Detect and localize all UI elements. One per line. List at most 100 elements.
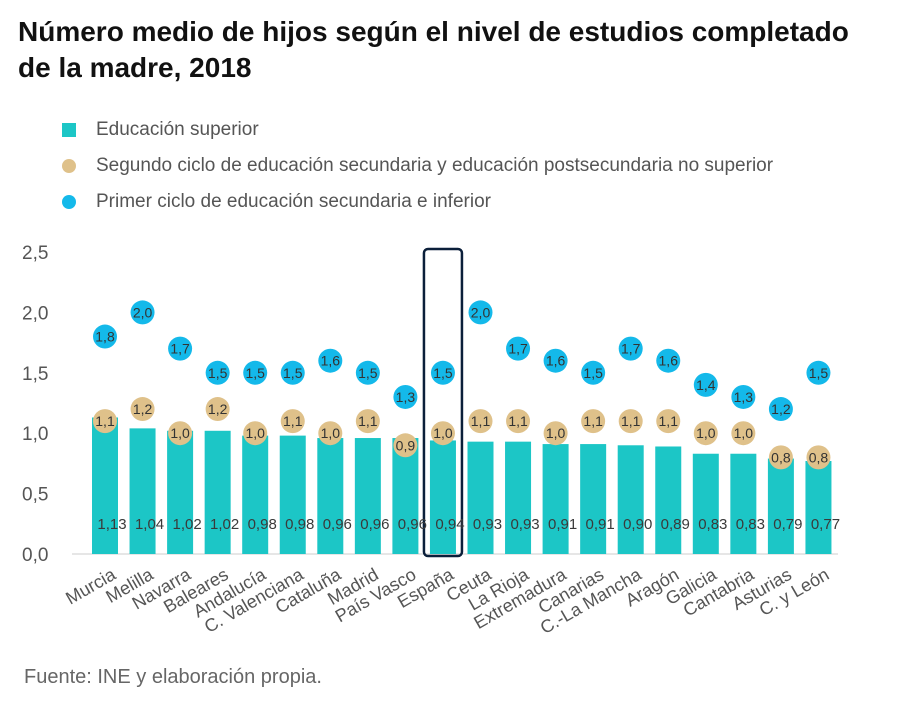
y-tick-label: 2,0 (22, 303, 48, 324)
point-label-secundaria: 0,9 (396, 437, 416, 453)
point-label-primer: 1,5 (358, 365, 378, 381)
bar-value-label: 0,90 (623, 516, 652, 533)
point-label-primer: 1,2 (771, 401, 791, 417)
point-secundaria (618, 409, 643, 434)
y-tick-label: 1,0 (22, 424, 48, 445)
point-primer (280, 360, 305, 385)
point-primer (93, 324, 117, 349)
point-label-primer: 1,5 (809, 365, 829, 381)
point-secundaria (581, 409, 606, 434)
legend-label-superior: Educación superior (96, 119, 259, 140)
y-tick-label: 2,5 (22, 243, 48, 264)
bar (467, 441, 494, 554)
highlight-box (422, 247, 464, 558)
point-label-primer: 1,3 (396, 389, 416, 405)
legend: Educación superior Segundo ciclo de educ… (62, 112, 773, 220)
point-label-secundaria: 1,0 (433, 425, 453, 441)
bar-value-label: 1,02 (210, 516, 239, 533)
point-label-primer: 1,3 (734, 389, 754, 405)
point-secundaria (543, 421, 568, 446)
point-label-primer: 2,0 (133, 304, 153, 320)
bar-value-label: 0,83 (698, 516, 727, 533)
bar-value-label: 1,13 (97, 516, 126, 533)
point-primer (168, 336, 193, 361)
point-secundaria (393, 433, 418, 458)
point-primer (656, 348, 681, 373)
point-primer (243, 360, 268, 385)
bar-value-label: 0,93 (510, 516, 539, 533)
point-primer (205, 360, 230, 385)
bar (542, 444, 569, 554)
point-primer (506, 336, 531, 361)
point-primer (318, 348, 343, 373)
legend-label-secundaria: Segundo ciclo de educación secundaria y … (96, 155, 774, 176)
point-label-secundaria: 1,0 (245, 425, 265, 441)
point-label-primer: 1,7 (170, 341, 190, 357)
point-label-secundaria: 1,1 (583, 413, 603, 429)
bar (279, 435, 306, 554)
bar (167, 430, 194, 554)
point-primer (430, 360, 455, 385)
bar-value-label: 0,77 (811, 516, 840, 533)
bar-value-label: 1,02 (172, 516, 201, 533)
bar-value-label: 0,79 (773, 516, 802, 533)
point-primer (768, 397, 793, 422)
bar (730, 453, 757, 554)
point-secundaria (318, 421, 343, 446)
point-label-primer: 1,5 (208, 365, 228, 381)
point-label-secundaria: 1,1 (358, 413, 378, 429)
point-label-secundaria: 1,0 (734, 425, 754, 441)
point-label-secundaria: 1,0 (170, 425, 190, 441)
chart-plot: 0,0 0,5 1,0 1,5 2,0 2,5 1,13 1,04 1,02 1,02 0,98 0,… (22, 243, 840, 638)
bar (692, 453, 719, 554)
bar-value-label: 0,93 (473, 516, 502, 533)
point-label-primer: 1,4 (696, 377, 716, 393)
point-primer (355, 360, 380, 385)
point-label-primer: 1,8 (95, 329, 115, 345)
y-tick-label: 1,5 (22, 364, 48, 385)
bar (429, 440, 456, 554)
bar (580, 444, 607, 554)
y-tick-label: 0,0 (22, 545, 48, 566)
point-label-primer: 1,6 (321, 353, 341, 369)
source-note: Fuente: INE y elaboración propia. (24, 666, 322, 688)
point-secundaria (130, 397, 155, 422)
point-primer (693, 372, 718, 397)
point-secundaria (280, 409, 305, 434)
point-label-primer: 1,5 (245, 365, 265, 381)
point-primer (468, 300, 493, 325)
point-label-secundaria: 1,1 (471, 413, 491, 429)
bar (505, 441, 532, 554)
point-label-secundaria: 1,1 (283, 413, 303, 429)
point-secundaria (806, 445, 831, 470)
point-secundaria (768, 445, 793, 470)
point-secundaria (731, 421, 756, 446)
bar (242, 435, 269, 554)
bar-value-label: 0,83 (736, 516, 765, 533)
point-secundaria (93, 409, 117, 434)
point-label-secundaria: 1,2 (208, 401, 228, 417)
point-label-primer: 2,0 (471, 304, 491, 320)
point-secundaria (656, 409, 681, 434)
point-label-secundaria: 1,2 (133, 401, 153, 417)
point-primer (618, 336, 643, 361)
bar-value-label: 0,98 (285, 516, 314, 533)
bar-value-label: 0,96 (398, 516, 427, 533)
bar (655, 446, 682, 554)
bar-value-label: 1,04 (135, 516, 164, 533)
legend-item-secundaria: Segundo ciclo de educación secundaria y … (62, 148, 773, 184)
point-secundaria (355, 409, 380, 434)
point-label-primer: 1,7 (508, 341, 528, 357)
point-label-secundaria: 1,1 (95, 413, 115, 429)
point-label-secundaria: 1,1 (659, 413, 679, 429)
legend-item-primer: Primer ciclo de educación secundaria e i… (62, 184, 773, 220)
bar-value-label: 0,96 (323, 516, 352, 533)
y-tick-label: 0,5 (22, 485, 48, 506)
bar (129, 428, 156, 554)
bar (617, 445, 644, 554)
bar (805, 460, 832, 554)
point-primer (731, 384, 756, 409)
point-label-secundaria: 1,1 (621, 413, 641, 429)
bar-value-label: 0,96 (360, 516, 389, 533)
point-secundaria (168, 421, 193, 446)
